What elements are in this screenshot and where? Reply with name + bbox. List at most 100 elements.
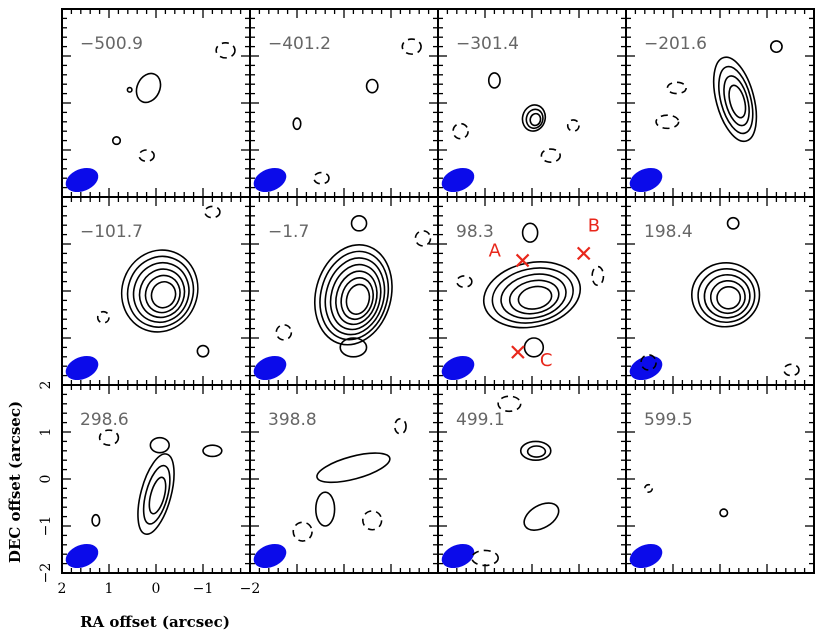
positive-contour: [202, 444, 223, 458]
negative-contour: [138, 149, 155, 163]
negative-contour: [655, 114, 680, 130]
x-tick-label: −2: [240, 581, 261, 597]
source-marker: C: [511, 345, 553, 371]
x-tick-label: 0: [152, 581, 161, 597]
positive-contour: [316, 452, 391, 484]
positive-contour: [526, 445, 547, 458]
positive-contour: [523, 502, 560, 531]
positive-contour: [716, 285, 742, 310]
positive-contour: [769, 40, 783, 54]
velocity-label: −201.6: [644, 34, 707, 54]
beam-ellipse: [441, 167, 475, 193]
beam-ellipse: [253, 167, 287, 193]
positive-contour: [142, 464, 171, 525]
negative-contour: [204, 205, 221, 219]
x-tick-label: −1: [193, 581, 214, 597]
negative-contour: [313, 171, 330, 185]
positive-contour: [292, 117, 302, 131]
positive-contour: [315, 491, 336, 527]
positive-contour: [517, 285, 553, 310]
positive-contour: [340, 277, 374, 321]
positive-contour: [339, 337, 368, 358]
channel-panel: −401.2: [249, 8, 439, 198]
channel-panel: 499.1: [437, 384, 627, 574]
y-tick-label: −2: [38, 563, 54, 584]
negative-contour: [591, 265, 605, 287]
positive-contour: [691, 261, 761, 328]
negative-contour: [292, 521, 313, 542]
positive-contour: [319, 250, 390, 341]
negative-contour: [456, 275, 473, 289]
beam-ellipse: [253, 543, 287, 569]
axes: RA offset (arcsec) DEC offset (arcsec) 2…: [6, 381, 260, 631]
x-tick-label: 2: [58, 581, 67, 597]
negative-contour: [96, 310, 110, 324]
negative-contour: [401, 38, 422, 55]
positive-contour: [491, 267, 574, 324]
negative-contour: [98, 429, 120, 446]
positive-contour: [126, 86, 133, 93]
velocity-label: −1.7: [268, 222, 309, 242]
negative-contour: [643, 483, 654, 493]
x-tick-label: 1: [105, 581, 114, 597]
positive-contour: [137, 453, 175, 535]
marker-cross: [576, 246, 591, 261]
positive-contour: [519, 440, 552, 461]
positive-contour: [712, 56, 758, 143]
positive-contour: [525, 108, 544, 130]
marker-label: C: [540, 350, 553, 371]
velocity-label: −101.7: [80, 222, 143, 242]
negative-contour: [275, 324, 293, 341]
negative-contour: [215, 42, 236, 59]
negative-contour: [540, 148, 561, 164]
panel-grid: −500.9 −401.2 −301.4 −201.6 −101.7 −1.7 98.3 19…: [61, 8, 815, 574]
beam-ellipse: [629, 167, 663, 193]
positive-contour: [196, 344, 210, 358]
channel-panel: 398.8: [249, 384, 439, 574]
beam-ellipse: [65, 543, 99, 569]
positive-contour: [487, 72, 501, 89]
positive-contour: [335, 270, 378, 326]
negative-contour: [783, 363, 800, 377]
positive-contour: [144, 274, 181, 314]
velocity-label: −401.2: [268, 34, 331, 54]
positive-contour: [138, 268, 186, 319]
negative-contour: [497, 395, 522, 413]
beam-ellipse: [65, 167, 99, 193]
positive-contour: [703, 273, 751, 319]
positive-contour: [324, 257, 386, 336]
y-tick-label: −1: [38, 516, 54, 537]
channel-panel: −301.4: [437, 8, 627, 198]
positive-contour: [697, 267, 756, 324]
positive-contour: [149, 436, 170, 454]
beam-ellipse: [629, 355, 663, 381]
negative-contour: [393, 418, 407, 435]
channel-panel: −500.9: [61, 8, 251, 198]
marker-label: A: [489, 240, 502, 261]
y-axis-title: DEC offset (arcsec): [6, 401, 24, 563]
positive-contour: [126, 255, 195, 328]
positive-contour: [728, 84, 747, 119]
positive-contour: [150, 280, 177, 309]
positive-contour: [718, 65, 754, 135]
velocity-label: 398.8: [268, 410, 317, 430]
source-marker: B: [576, 215, 600, 261]
positive-contour: [329, 263, 382, 331]
beam-ellipse: [441, 355, 475, 381]
positive-contour: [523, 337, 545, 358]
negative-contour: [640, 354, 657, 371]
marker-label: B: [588, 215, 600, 236]
velocity-label: 599.5: [644, 410, 693, 430]
positive-contour: [521, 104, 547, 132]
positive-contour: [365, 78, 379, 94]
positive-contour: [709, 279, 746, 315]
positive-contour: [135, 72, 162, 104]
channel-panel: 599.5: [625, 384, 815, 574]
negative-contour: [362, 510, 383, 531]
y-tick-label: 2: [38, 381, 54, 390]
velocity-label: −500.9: [80, 34, 143, 54]
positive-contour: [508, 279, 560, 315]
positive-contour: [529, 112, 542, 127]
negative-contour: [471, 549, 499, 567]
marker-cross: [511, 345, 525, 359]
